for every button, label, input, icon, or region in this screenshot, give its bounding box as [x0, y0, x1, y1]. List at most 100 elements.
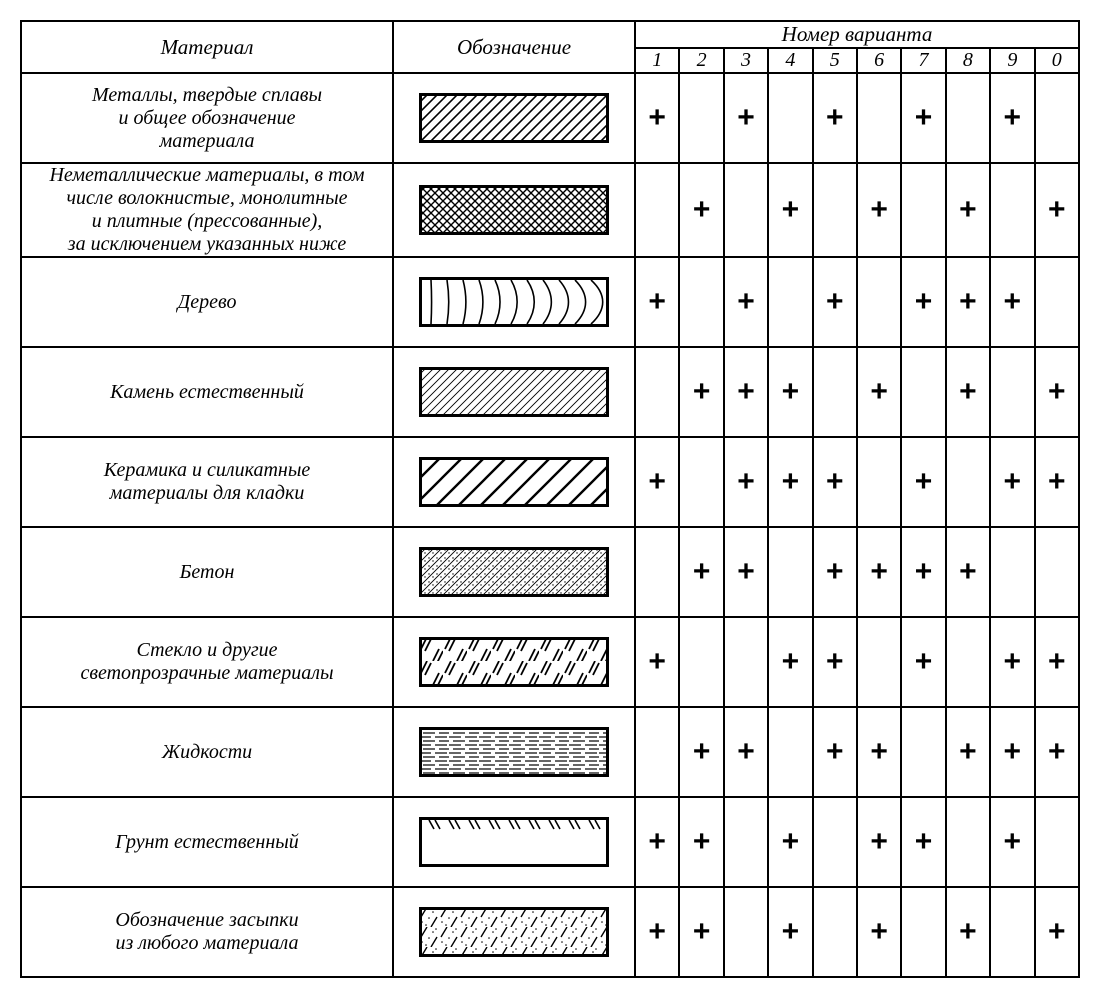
variant-mark: +	[901, 257, 945, 347]
material-label: Дерево	[21, 257, 393, 347]
variant-mark: +	[1035, 437, 1079, 527]
table-row: Камень естественный++++++	[21, 347, 1079, 437]
variant-mark	[813, 797, 857, 887]
variant-mark	[990, 887, 1034, 977]
variant-mark: +	[1035, 347, 1079, 437]
table-row: Металлы, твердые сплавыи общее обозначен…	[21, 73, 1079, 163]
variant-mark	[635, 707, 679, 797]
variant-mark	[813, 887, 857, 977]
variant-mark: +	[635, 797, 679, 887]
material-label: Жидкости	[21, 707, 393, 797]
variant-mark: +	[946, 257, 990, 347]
variant-mark	[857, 437, 901, 527]
variant-mark	[679, 73, 723, 163]
variant-mark: +	[768, 347, 812, 437]
variant-mark: +	[990, 437, 1034, 527]
variant-mark	[813, 163, 857, 257]
variant-mark	[724, 617, 768, 707]
variant-mark	[679, 437, 723, 527]
variant-mark: +	[768, 797, 812, 887]
table-row: Дерево++++++	[21, 257, 1079, 347]
hatch-swatch-wood	[393, 257, 635, 347]
variant-mark	[946, 617, 990, 707]
variant-mark: +	[990, 617, 1034, 707]
variant-mark: +	[857, 163, 901, 257]
variant-mark: +	[768, 887, 812, 977]
variant-mark: +	[813, 437, 857, 527]
header-variant-0: 0	[1035, 48, 1079, 73]
hatch-swatch-nonmetal	[393, 163, 635, 257]
variant-mark	[679, 257, 723, 347]
variant-mark: +	[990, 707, 1034, 797]
variant-mark	[768, 707, 812, 797]
variant-mark	[901, 707, 945, 797]
variant-mark: +	[857, 887, 901, 977]
variant-mark: +	[857, 797, 901, 887]
variant-mark: +	[946, 707, 990, 797]
header-variant-4: 4	[768, 48, 812, 73]
variant-mark: +	[1035, 617, 1079, 707]
variant-mark: +	[724, 707, 768, 797]
variant-mark	[946, 797, 990, 887]
material-label: Стекло и другиесветопрозрачные материалы	[21, 617, 393, 707]
variant-mark	[857, 73, 901, 163]
variant-mark: +	[901, 527, 945, 617]
variant-mark: +	[901, 797, 945, 887]
header-variant-title: Номер варианта	[635, 21, 1079, 48]
variant-mark: +	[679, 347, 723, 437]
variant-mark	[724, 163, 768, 257]
variant-mark	[679, 617, 723, 707]
header-material: Материал	[21, 21, 393, 73]
variant-mark: +	[635, 437, 679, 527]
variant-mark: +	[857, 707, 901, 797]
variant-mark: +	[946, 347, 990, 437]
variant-mark: +	[768, 437, 812, 527]
variant-mark	[857, 257, 901, 347]
variant-mark: +	[901, 617, 945, 707]
variant-mark	[901, 163, 945, 257]
header-symbol: Обозначение	[393, 21, 635, 73]
variant-mark: +	[813, 527, 857, 617]
variant-mark: +	[679, 797, 723, 887]
variant-mark	[1035, 73, 1079, 163]
hatch-swatch-soil	[393, 797, 635, 887]
table-row: Стекло и другиесветопрозрачные материалы…	[21, 617, 1079, 707]
variant-mark	[946, 73, 990, 163]
material-label: Обозначение засыпкииз любого материала	[21, 887, 393, 977]
header-variant-2: 2	[679, 48, 723, 73]
variant-mark	[635, 527, 679, 617]
variant-mark: +	[813, 73, 857, 163]
variant-mark: +	[635, 257, 679, 347]
variant-mark	[768, 73, 812, 163]
variant-mark	[990, 527, 1034, 617]
hatch-swatch-fill	[393, 887, 635, 977]
header-variant-1: 1	[635, 48, 679, 73]
variant-mark	[768, 527, 812, 617]
variant-mark: +	[768, 617, 812, 707]
hatch-swatch-glass	[393, 617, 635, 707]
variant-mark: +	[990, 73, 1034, 163]
header-variant-6: 6	[857, 48, 901, 73]
variant-mark: +	[635, 887, 679, 977]
variant-mark: +	[1035, 163, 1079, 257]
variant-mark	[724, 887, 768, 977]
variant-mark: +	[990, 257, 1034, 347]
variant-mark: +	[635, 73, 679, 163]
material-label: Бетон	[21, 527, 393, 617]
table-row: Обозначение засыпкииз любого материала + +…	[21, 887, 1079, 977]
variant-mark	[946, 437, 990, 527]
table-row: Бетон++++++	[21, 527, 1079, 617]
hatch-swatch-metal	[393, 73, 635, 163]
material-label: Грунт естественный	[21, 797, 393, 887]
variant-mark: +	[724, 257, 768, 347]
variant-mark	[901, 887, 945, 977]
variant-mark: +	[1035, 887, 1079, 977]
variant-mark	[990, 163, 1034, 257]
table-row: Грунт естественный++++++	[21, 797, 1079, 887]
variant-mark: +	[813, 707, 857, 797]
variant-mark: +	[901, 73, 945, 163]
variant-mark	[768, 257, 812, 347]
table-row: Керамика и силикатныематериалы для кладк…	[21, 437, 1079, 527]
variant-mark	[1035, 257, 1079, 347]
hatch-swatch-ceramic	[393, 437, 635, 527]
